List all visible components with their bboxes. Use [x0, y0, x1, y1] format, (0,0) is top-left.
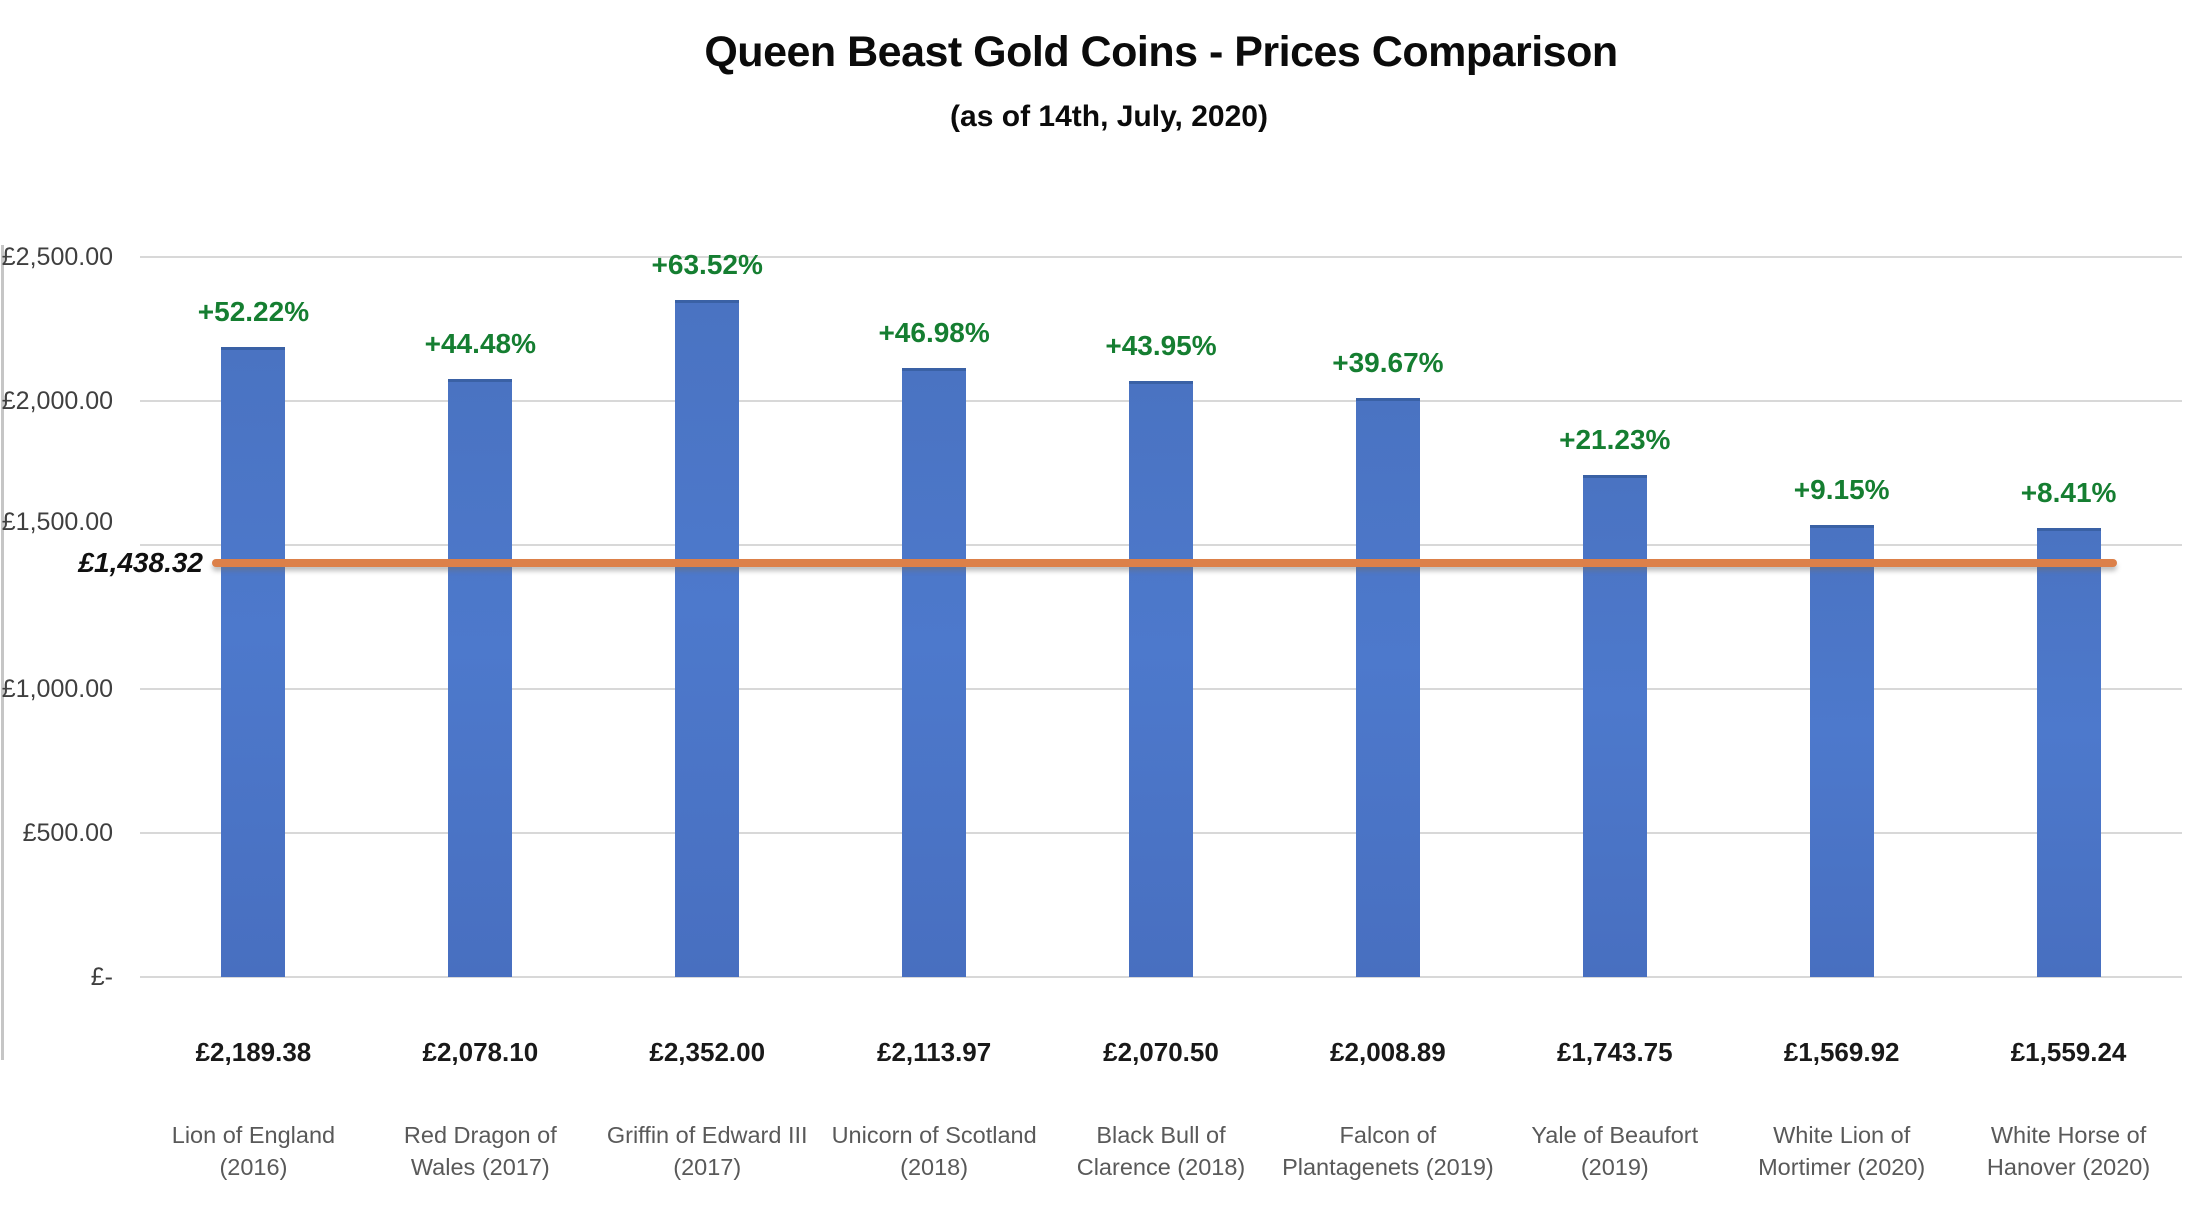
pct-change-label: +8.41%: [2020, 476, 2117, 508]
y-tick-label: £500.00: [22, 819, 113, 847]
category-label: Falcon of Plantagenets (2019): [1282, 1122, 1494, 1180]
reference-line: [212, 558, 2117, 567]
bar: [1355, 398, 1420, 977]
pct-change-label: +52.22%: [197, 295, 310, 327]
y-axis-tick-labels: £2,500.00 £2,000.00 £1,500.00 £1,000.00 …: [0, 243, 113, 991]
price-label: £1,569.92: [1783, 1037, 1900, 1067]
bar-column: +44.48% £2,078.10 Red Dragon of Wales (2…: [367, 257, 594, 1181]
price-label: £2,070.50: [1103, 1037, 1219, 1067]
y-tick-label: £2,500.00: [1, 243, 113, 271]
bar: [448, 378, 513, 977]
price-label: £2,113.97: [876, 1037, 992, 1067]
price-label: £1,743.75: [1556, 1037, 1673, 1067]
bar-column: +63.52% £2,352.00 Griffin of Edward III …: [594, 249, 821, 1180]
y-tick-label: £2,000.00: [1, 387, 113, 415]
bar: [902, 368, 967, 977]
bar-column: +52.22% £2,189.38 Lion of England (2016): [140, 257, 367, 1181]
reference-line-label: £1,438.32: [78, 547, 203, 578]
bar-column: +8.41% £1,559.24 White Horse of Hanover …: [1955, 257, 2182, 1180]
plot-area: +52.22% £2,189.38 Lion of England (2016)…: [140, 249, 2182, 1181]
pct-change-label: +44.48%: [424, 327, 536, 359]
bar-column: +9.15% £1,569.92 White Lion of Mortimer …: [1728, 257, 1955, 1180]
chart-subtitle: (as of 14th, July, 2020): [950, 100, 1268, 133]
price-label: £1,559.24: [2010, 1037, 2127, 1067]
price-label: £2,189.38: [195, 1037, 312, 1067]
y-tick-label: £-: [90, 963, 113, 991]
bar-columns: +52.22% £2,189.38 Lion of England (2016)…: [140, 249, 2182, 1181]
pct-change-label: +46.98%: [878, 317, 990, 349]
pct-change-label: +39.67%: [1332, 347, 1444, 379]
bar-column: +43.95% £2,070.50 Black Bull of Clarence…: [1048, 257, 1275, 1180]
category-label: Unicorn of Scotland (2018): [831, 1122, 1037, 1180]
y-axis-line: [1, 245, 4, 1060]
bar: [1129, 380, 1193, 977]
category-label: Yale of Beaufort (2019): [1531, 1122, 1699, 1180]
category-label: Black Bull of Clarence (2018): [1076, 1122, 1246, 1180]
category-label: Red Dragon of Wales (2017): [403, 1122, 557, 1180]
bar: [675, 299, 740, 977]
gridline: [140, 976, 2182, 978]
bar: [221, 346, 286, 977]
y-tick-label: £1,500.00: [1, 508, 113, 536]
price-label: £2,352.00: [649, 1037, 766, 1067]
bar: [1582, 474, 1647, 977]
bar: [1809, 524, 1874, 977]
category-label: White Lion of Mortimer (2020): [1758, 1122, 1926, 1180]
price-label: £2,078.10: [422, 1037, 539, 1067]
bar: [2036, 527, 2101, 977]
y-tick-label: £1,000.00: [1, 675, 113, 703]
pct-change-label: +9.15%: [1793, 473, 1890, 505]
bar-column: +21.23% £1,743.75 Yale of Beaufort (2019…: [1501, 257, 1728, 1180]
pct-change-label: +21.23%: [1559, 423, 1671, 455]
pct-change-label: +63.52%: [651, 248, 763, 280]
pct-change-label: +43.95%: [1105, 329, 1217, 361]
bar-column: +46.98% £2,113.97 Unicorn of Scotland (2…: [821, 257, 1048, 1180]
price-label: £2,008.89: [1330, 1037, 1446, 1067]
gridline: [140, 256, 2182, 258]
category-label: Lion of England (2016): [171, 1122, 336, 1180]
category-label: Griffin of Edward III (2017): [606, 1122, 808, 1180]
chart-title: Queen Beast Gold Coins - Prices Comparis…: [704, 28, 1618, 76]
category-label: White Horse of Hanover (2020): [1986, 1122, 2151, 1180]
bar-column: +39.67% £2,008.89 Falcon of Plantagenets…: [1274, 257, 1501, 1180]
